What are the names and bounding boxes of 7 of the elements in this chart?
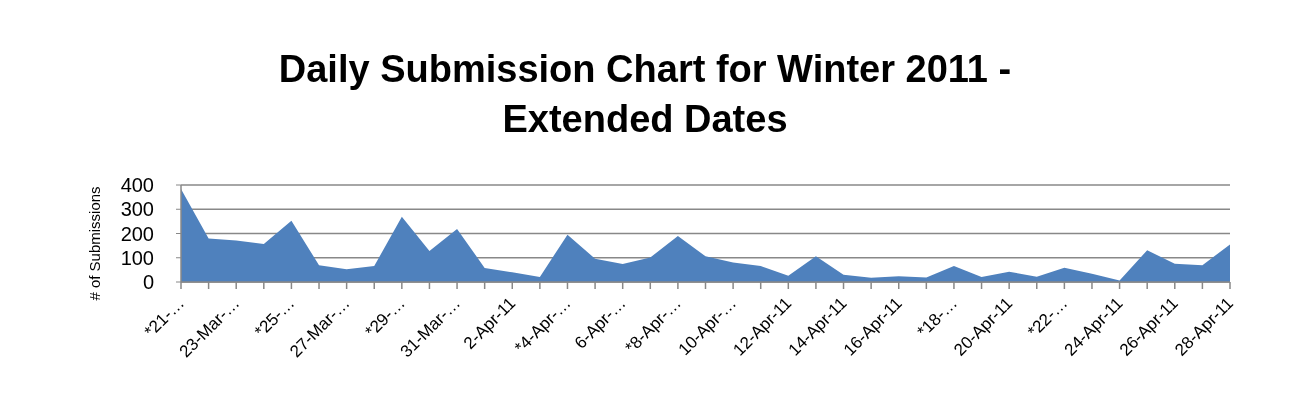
y-axis-title: # of Submissions xyxy=(86,186,103,301)
y-tick-label: 200 xyxy=(120,222,154,245)
y-tick-label: 0 xyxy=(142,271,154,293)
chart-title: Daily Submission Chart for Winter 2011 - Extended Dates xyxy=(278,48,1012,140)
y-tick-label: 100 xyxy=(120,246,154,269)
y-tick-label: 300 xyxy=(120,198,154,221)
y-tick-label: 400 xyxy=(120,174,154,196)
